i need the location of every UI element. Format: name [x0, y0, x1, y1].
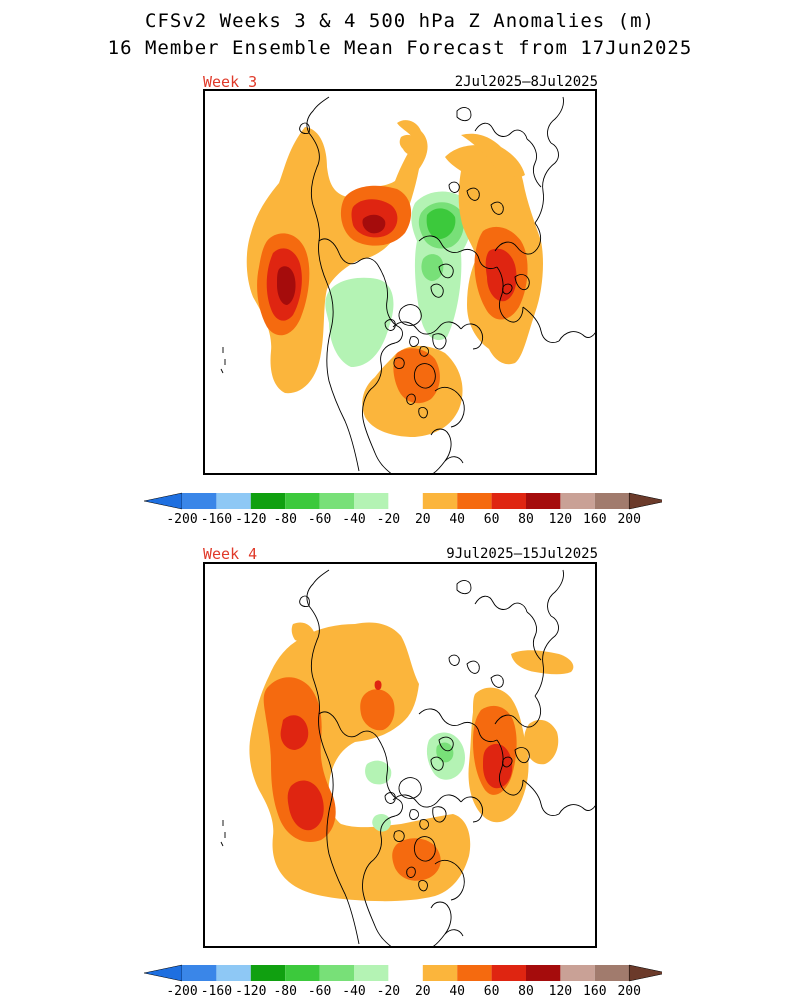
- negative-anomaly-region: [436, 742, 454, 763]
- colorbar-tick-label: 60: [484, 984, 500, 999]
- colorbar-swatch: [560, 493, 595, 509]
- colorbar-tick-label: -120: [235, 984, 266, 999]
- colorbar-swatch: [526, 965, 561, 981]
- colorbar-swatch: [526, 493, 561, 509]
- colorbar-tick-label: 200: [617, 512, 640, 527]
- colorbar-swatch: [491, 493, 526, 509]
- coastlines: [220, 569, 595, 946]
- chart-subtitle: 16 Member Ensemble Mean Forecast from 17…: [107, 37, 693, 59]
- positive-anomaly-region: [392, 838, 441, 881]
- colorbar-tick-label: 20: [415, 512, 431, 527]
- negative-anomaly-region: [325, 277, 394, 367]
- colorbar-swatch: [422, 493, 458, 509]
- colorbar-swatch: [388, 965, 423, 981]
- colorbar-tick-label: -20: [377, 512, 400, 527]
- colorbar-swatch: [594, 493, 630, 509]
- colorbar-swatch: [285, 965, 320, 981]
- colorbar-tick-label: -40: [342, 512, 365, 527]
- positive-anomaly-region: [524, 719, 559, 765]
- positive-anomaly-region: [277, 266, 296, 305]
- colorbar-swatch: [319, 965, 354, 981]
- colorbar-tick-label: 200: [617, 984, 640, 999]
- colorbar-swatch: [560, 965, 595, 981]
- colorbar-tick-label: 120: [549, 512, 572, 527]
- positive-anomaly-region: [291, 622, 315, 642]
- colorbar-swatch: [354, 965, 389, 981]
- colorbar-tick-label: -120: [235, 512, 266, 527]
- negative-anomaly-region: [426, 208, 456, 239]
- colorbar-tick-label: -160: [201, 512, 232, 527]
- colorbar-swatch: [319, 493, 354, 509]
- week-3-date-range: 2Jul2025–8Jul2025: [454, 74, 598, 90]
- week-4-map: [203, 562, 597, 948]
- colorbar-tick-label: 120: [549, 984, 572, 999]
- colorbar-under-arrow: [143, 964, 183, 982]
- colorbar-tick-label: -160: [201, 984, 232, 999]
- positive-anomaly-region: [483, 743, 513, 789]
- coastlines: [220, 96, 595, 473]
- colorbar-swatch: [285, 493, 320, 509]
- colorbar-tick-label: 60: [484, 512, 500, 527]
- colorbar-tick-label: 160: [583, 984, 606, 999]
- colorbar-tick-label: 40: [449, 984, 465, 999]
- positive-anomaly-region: [399, 134, 421, 155]
- colorbar-over-arrow: [628, 964, 662, 982]
- colorbar-swatch: [594, 965, 630, 981]
- colorbar-swatch: [491, 965, 526, 981]
- positive-anomaly-region: [374, 680, 382, 690]
- colorbar-swatch: [250, 493, 286, 509]
- colorbar-swatch: [457, 493, 492, 509]
- colorbar-tick-label: 80: [518, 984, 534, 999]
- week-3-colorbar: -200 -160 -120 -80 -60 -40 -20 20 40 60 80 120 160 20…: [143, 492, 662, 527]
- colorbar-tick-label: -20: [377, 984, 400, 999]
- colorbar-swatch: [216, 493, 251, 509]
- colorbar-swatch: [182, 965, 217, 981]
- colorbar-tick-label: -60: [308, 512, 331, 527]
- colorbar-tick-label: 80: [518, 512, 534, 527]
- colorbar-swatch: [457, 965, 492, 981]
- negative-anomaly-region: [421, 254, 444, 281]
- week-3-map-canvas: [220, 96, 595, 473]
- colorbar-swatch: [182, 493, 217, 509]
- positive-anomaly-region: [461, 133, 525, 178]
- colorbar-swatch: [354, 493, 389, 509]
- positive-anomaly-region: [393, 348, 440, 404]
- negative-anomaly-region: [365, 760, 392, 785]
- week-4-map-canvas: [220, 569, 595, 946]
- positive-anomaly-region: [360, 689, 395, 731]
- colorbar-tick-label: -200: [166, 512, 197, 527]
- colorbar-under-arrow: [143, 492, 183, 510]
- positive-anomaly-region: [362, 214, 386, 234]
- colorbar-tick-label: 40: [449, 512, 465, 527]
- colorbar-tick-label: -40: [342, 984, 365, 999]
- colorbar-tick-label: -200: [166, 984, 197, 999]
- colorbar-tick-label: -80: [273, 984, 296, 999]
- colorbar-swatch: [422, 965, 458, 981]
- negative-anomaly-region: [372, 814, 391, 832]
- chart-title: CFSv2 Weeks 3 & 4 500 hPa Z Anomalies (m…: [145, 10, 655, 32]
- week-4-date-range: 9Jul2025–15Jul2025: [446, 546, 598, 562]
- colorbar-swatch: [216, 965, 251, 981]
- colorbar-tick-label: 160: [583, 512, 606, 527]
- week-4-colorbar: -200 -160 -120 -80 -60 -40 -20 20 40 60 80 120 160 20…: [143, 964, 662, 999]
- colorbar-tick-label: -80: [273, 512, 296, 527]
- week-3-map: [203, 89, 597, 475]
- colorbar-tick-label: 20: [415, 984, 431, 999]
- positive-anomaly-region: [280, 715, 309, 750]
- week-3-label: Week 3: [203, 73, 258, 91]
- week-4-label: Week 4: [203, 545, 258, 563]
- colorbar-over-arrow: [628, 492, 662, 510]
- positive-anomaly-region: [511, 650, 574, 675]
- positive-anomaly-region: [287, 780, 324, 831]
- colorbar-swatch: [388, 493, 423, 509]
- colorbar-tick-label: -60: [308, 984, 331, 999]
- colorbar-swatch: [250, 965, 286, 981]
